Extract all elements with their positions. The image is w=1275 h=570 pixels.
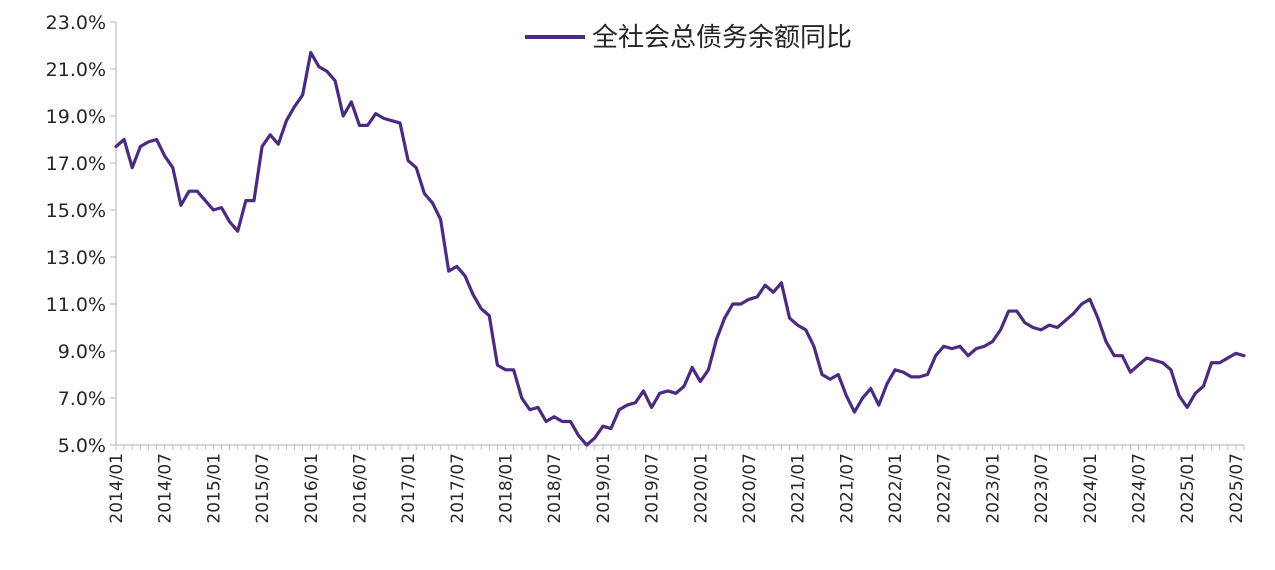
x-tick-label: 2021/07 (837, 453, 857, 524)
x-tick-label: 2017/07 (448, 453, 468, 524)
x-tick-label: 2023/01 (983, 453, 1003, 524)
x-tick-label: 2014/07 (156, 453, 176, 524)
x-tick-label: 2016/01 (302, 453, 322, 524)
x-tick-label: 2019/01 (594, 453, 614, 524)
y-tick-label: 17.0% (46, 153, 106, 175)
x-tick-label: 2023/07 (1032, 453, 1052, 524)
x-tick-label: 2020/07 (740, 453, 760, 524)
x-tick-label: 2019/07 (643, 453, 663, 524)
y-tick-label: 21.0% (46, 59, 106, 81)
x-tick-label: 2017/01 (399, 453, 419, 524)
x-tick-label: 2024/01 (1081, 453, 1101, 524)
y-tick-label: 19.0% (46, 106, 106, 128)
x-tick-label: 2022/07 (935, 453, 955, 524)
x-tick-label: 2025/01 (1178, 453, 1198, 524)
x-tick-label: 2015/07 (253, 453, 273, 524)
y-tick-label: 23.0% (46, 12, 106, 34)
series-line-debt-yoy (114, 50, 1246, 447)
legend: 全社会总债务余额同比 (525, 23, 852, 53)
y-tick-label: 11.0% (46, 294, 106, 316)
x-tick-label: 2020/01 (691, 453, 711, 524)
series-layer (114, 50, 1246, 447)
y-tick-label: 7.0% (58, 388, 106, 410)
x-tick-label: 2021/01 (789, 453, 809, 524)
x-tick-label: 2018/07 (545, 453, 565, 524)
x-tick-label: 2015/01 (204, 453, 224, 524)
y-axis: 5.0% 7.0% 9.0% 11.0% 13.0% 15.0% 17.0% 19.0% 21.… (46, 12, 117, 457)
legend-label: 全社会总债务余额同比 (592, 23, 852, 53)
x-tick-label: 2024/07 (1130, 453, 1150, 524)
x-tick-label: 2022/01 (886, 453, 906, 524)
y-tick-label: 13.0% (46, 247, 106, 269)
x-tick-label: 2016/07 (350, 453, 370, 524)
x-axis: 2014/01 2014/07 2015/01 2015/07 2016/01 2016/… (107, 444, 1247, 524)
x-tick-label: 2025/07 (1227, 453, 1247, 524)
x-tick-label: 2014/01 (107, 453, 127, 524)
y-tick-label: 5.0% (58, 435, 106, 457)
x-tick-label: 2018/01 (497, 453, 517, 524)
y-tick-label: 9.0% (58, 341, 106, 363)
y-tick-label: 15.0% (46, 200, 106, 222)
